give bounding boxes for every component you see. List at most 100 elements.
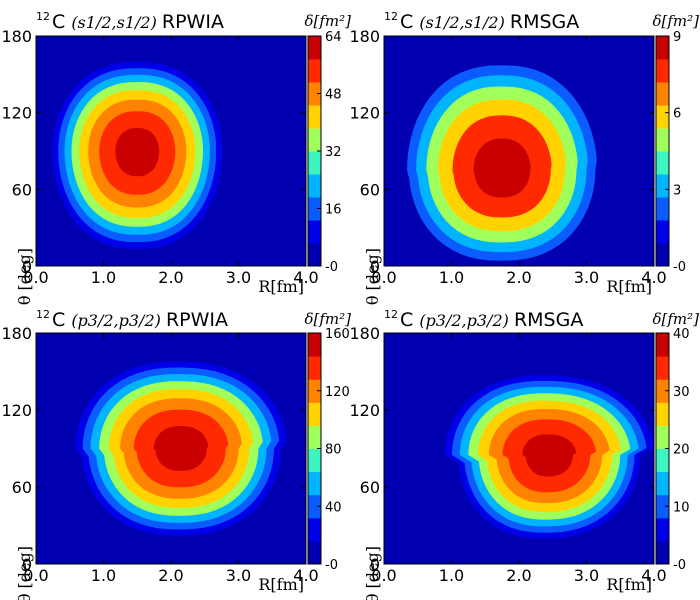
colorbar-segment bbox=[308, 540, 321, 565]
colorbar-segment bbox=[656, 105, 669, 129]
colorbar-segment bbox=[656, 174, 669, 198]
colorbar: -0 3 6 9δ[fm²] bbox=[652, 12, 699, 275]
chart-title: 12 C (s1/2,s1/2) RPWIA bbox=[36, 10, 224, 33]
colorbar-segment bbox=[656, 59, 669, 83]
panel-2: 0.0 1.0 2.0 3.0 4.0 0 60 120 180 R[fm] θ [deg] 12 C … bbox=[349, 10, 699, 305]
x-tick-label: 3.0 bbox=[574, 268, 599, 287]
colorbar-tick-label: 30 bbox=[673, 385, 690, 400]
contour-level-8 bbox=[115, 128, 160, 177]
colorbar-tick-label: -0 bbox=[673, 260, 686, 275]
colorbar-segment bbox=[656, 494, 669, 519]
colorbar-segment bbox=[308, 402, 321, 426]
colorbar-tick-label: 9 bbox=[673, 30, 681, 45]
chart-title: 12 C (p3/2,p3/2) RMSGA bbox=[384, 308, 583, 331]
title-nucleus: C bbox=[400, 11, 419, 33]
y-tick-label: 0 bbox=[22, 555, 32, 574]
y-tick-label: 0 bbox=[370, 555, 380, 574]
colorbar-tick-label: 40 bbox=[673, 327, 690, 342]
colorbar-segment bbox=[308, 333, 321, 357]
colorbar-label: δ[fm²] bbox=[652, 310, 699, 328]
x-tick-label: 1.0 bbox=[439, 268, 464, 287]
colorbar-segment bbox=[656, 36, 669, 60]
x-tick-label: 3.0 bbox=[574, 566, 599, 585]
y-tick-label: 60 bbox=[12, 478, 32, 497]
x-tick-label: 4.0 bbox=[641, 268, 666, 287]
x-tick-label: 0.0 bbox=[371, 268, 396, 287]
title-orbitals: (p3/2,p3/2) bbox=[71, 311, 166, 330]
panel-4: 0.0 1.0 2.0 3.0 4.0 0 60 120 180 R[fm] θ [deg] 12 C … bbox=[349, 308, 699, 600]
colorbar-tick-label: -0 bbox=[325, 558, 338, 573]
x-tick-label: 1.0 bbox=[91, 566, 116, 585]
colorbar-tick-label: -0 bbox=[325, 260, 338, 275]
contour-level-8 bbox=[153, 426, 209, 471]
colorbar-tick-label: -0 bbox=[673, 558, 686, 573]
y-tick-label: 120 bbox=[349, 104, 380, 123]
y-axis-label: θ [deg] bbox=[363, 546, 382, 600]
colorbar-segment bbox=[656, 379, 669, 403]
colorbar-segment bbox=[308, 517, 321, 542]
title-nucleus: C bbox=[400, 309, 419, 331]
colorbar-tick-label: 120 bbox=[325, 385, 350, 400]
colorbar-segment bbox=[656, 356, 669, 380]
panel-3: 0.0 1.0 2.0 3.0 4.0 0 60 120 180 R[fm] θ [deg] 12 C … bbox=[1, 308, 351, 600]
colorbar-segment bbox=[308, 197, 321, 221]
colorbar-frame bbox=[655, 35, 670, 267]
x-tick-label: 2.0 bbox=[506, 566, 531, 585]
colorbar-segment bbox=[656, 197, 669, 221]
colorbar-segment bbox=[308, 36, 321, 60]
title-mass-number: 12 bbox=[384, 10, 398, 23]
colorbar-segment bbox=[308, 379, 321, 403]
y-axis-label: θ [deg] bbox=[15, 248, 34, 305]
colorbar-segment bbox=[656, 243, 669, 267]
colorbar-segment bbox=[656, 333, 669, 357]
colorbar-segment bbox=[656, 540, 669, 565]
title-model: RPWIA bbox=[162, 11, 224, 33]
contour-fills bbox=[52, 61, 223, 250]
title-model: RMSGA bbox=[510, 11, 579, 33]
title-mass-number: 12 bbox=[36, 308, 50, 321]
colorbar-tick-label: 3 bbox=[673, 183, 681, 198]
y-tick-label: 60 bbox=[360, 180, 380, 199]
x-axis-label: R[fm] bbox=[258, 277, 304, 296]
title-orbitals: (s1/2,s1/2) bbox=[71, 13, 162, 32]
x-axis-label: R[fm] bbox=[606, 575, 652, 594]
x-tick-label: 4.0 bbox=[293, 566, 318, 585]
colorbar-segment bbox=[656, 402, 669, 426]
colorbar-segment bbox=[308, 151, 321, 175]
colorbar-tick-label: 160 bbox=[325, 327, 350, 342]
colorbar-tick-label: 10 bbox=[673, 500, 690, 515]
x-tick-label: 3.0 bbox=[226, 268, 251, 287]
y-axis-label: θ [deg] bbox=[363, 248, 382, 305]
y-tick-label: 60 bbox=[12, 180, 32, 199]
colorbar-tick-label: 6 bbox=[673, 107, 681, 122]
contour-fills bbox=[407, 65, 597, 261]
chart-title: 12 C (p3/2,p3/2) RPWIA bbox=[36, 308, 228, 331]
contour-level-6 bbox=[473, 138, 531, 198]
colorbar-segment bbox=[656, 425, 669, 449]
colorbar-tick-label: 20 bbox=[673, 443, 690, 458]
x-tick-label: 3.0 bbox=[226, 566, 251, 585]
colorbar-segment bbox=[308, 128, 321, 152]
colorbar-segment bbox=[308, 105, 321, 129]
colorbar-label: δ[fm²] bbox=[304, 310, 351, 328]
colorbar-tick-label: 64 bbox=[325, 30, 342, 45]
colorbar-segment bbox=[308, 243, 321, 267]
colorbar-segment bbox=[656, 82, 669, 106]
title-model: RPWIA bbox=[166, 309, 228, 331]
colorbar-label: δ[fm²] bbox=[304, 12, 351, 30]
title-orbitals: (s1/2,s1/2) bbox=[419, 13, 510, 32]
x-tick-label: 0.0 bbox=[23, 566, 48, 585]
x-tick-label: 0.0 bbox=[23, 268, 48, 287]
title-nucleus: C bbox=[52, 11, 71, 33]
x-tick-label: 4.0 bbox=[641, 566, 666, 585]
y-tick-label: 0 bbox=[22, 257, 32, 276]
colorbar-segment bbox=[308, 174, 321, 198]
chart-title: 12 C (s1/2,s1/2) RMSGA bbox=[384, 10, 579, 33]
colorbar-tick-label: 48 bbox=[325, 88, 342, 103]
colorbar-segment bbox=[308, 220, 321, 244]
colorbar-tick-label: 32 bbox=[325, 145, 342, 160]
x-tick-label: 0.0 bbox=[371, 566, 396, 585]
colorbar-segment bbox=[656, 448, 669, 473]
y-tick-label: 120 bbox=[1, 104, 32, 123]
